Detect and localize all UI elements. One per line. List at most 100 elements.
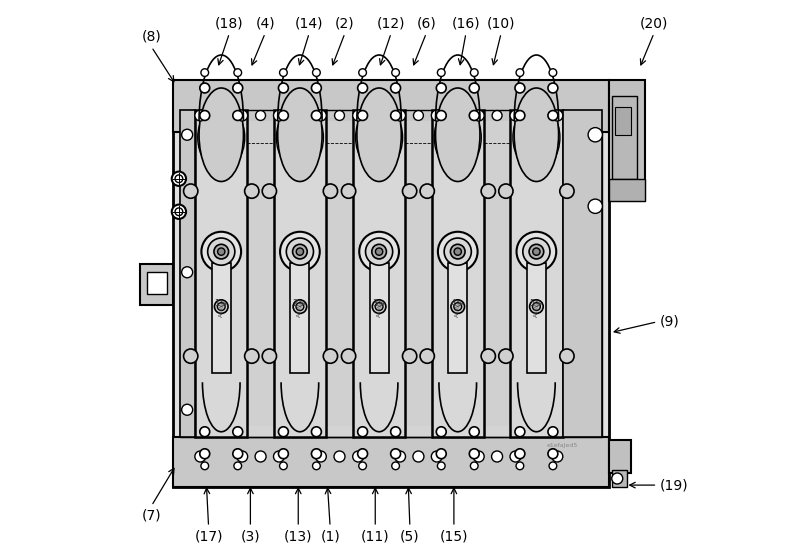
- Circle shape: [201, 462, 209, 470]
- Circle shape: [201, 69, 209, 76]
- Circle shape: [515, 449, 525, 459]
- Ellipse shape: [278, 88, 322, 182]
- Circle shape: [182, 404, 193, 415]
- Circle shape: [218, 302, 225, 311]
- Bar: [612, 470, 627, 487]
- Bar: [432, 110, 484, 437]
- Circle shape: [358, 111, 367, 120]
- Circle shape: [234, 462, 242, 470]
- Ellipse shape: [199, 88, 243, 182]
- Circle shape: [454, 302, 462, 311]
- Circle shape: [256, 111, 266, 120]
- Bar: [609, 80, 645, 201]
- Text: (18): (18): [215, 16, 244, 30]
- Circle shape: [588, 199, 602, 213]
- Circle shape: [548, 449, 558, 459]
- Bar: [484, 121, 510, 426]
- Circle shape: [431, 451, 442, 462]
- Circle shape: [481, 349, 495, 364]
- Ellipse shape: [513, 104, 560, 170]
- Circle shape: [182, 267, 193, 278]
- Circle shape: [414, 111, 423, 120]
- Circle shape: [413, 451, 424, 462]
- Bar: [609, 179, 645, 201]
- Circle shape: [286, 238, 314, 265]
- Circle shape: [208, 238, 235, 265]
- Circle shape: [278, 111, 288, 120]
- Circle shape: [390, 111, 401, 120]
- Bar: [353, 110, 406, 437]
- Circle shape: [183, 349, 198, 364]
- Bar: [609, 440, 631, 473]
- Circle shape: [182, 129, 193, 140]
- Circle shape: [431, 110, 442, 121]
- Bar: [174, 437, 609, 487]
- Circle shape: [311, 83, 322, 93]
- Circle shape: [491, 451, 502, 462]
- Circle shape: [311, 427, 322, 437]
- Circle shape: [516, 69, 524, 76]
- Circle shape: [394, 451, 406, 462]
- Circle shape: [342, 184, 356, 199]
- Text: 4: 4: [450, 299, 456, 309]
- Circle shape: [323, 349, 338, 364]
- Circle shape: [549, 69, 557, 76]
- Circle shape: [315, 110, 326, 121]
- Circle shape: [498, 184, 513, 199]
- Circle shape: [279, 69, 287, 76]
- Circle shape: [375, 302, 383, 311]
- Circle shape: [548, 427, 558, 437]
- Circle shape: [233, 83, 242, 93]
- Circle shape: [278, 449, 288, 459]
- Circle shape: [334, 451, 345, 462]
- Circle shape: [280, 232, 320, 272]
- Circle shape: [481, 184, 495, 199]
- Circle shape: [560, 184, 574, 199]
- Circle shape: [366, 238, 393, 265]
- Circle shape: [470, 83, 479, 93]
- Bar: [174, 80, 609, 487]
- Text: (2): (2): [335, 16, 355, 30]
- Circle shape: [296, 302, 304, 311]
- Circle shape: [390, 449, 401, 459]
- Text: (13): (13): [284, 530, 313, 543]
- Bar: [562, 110, 602, 437]
- Text: (4): (4): [255, 16, 275, 30]
- Circle shape: [278, 83, 288, 93]
- Circle shape: [195, 451, 206, 462]
- Text: Assy: Assy: [455, 302, 460, 317]
- Text: (12): (12): [377, 16, 406, 30]
- Circle shape: [390, 83, 401, 93]
- Circle shape: [492, 111, 502, 120]
- Circle shape: [334, 111, 345, 120]
- Circle shape: [237, 110, 248, 121]
- Circle shape: [278, 427, 288, 437]
- Circle shape: [552, 110, 562, 121]
- Circle shape: [510, 451, 521, 462]
- Text: Assy: Assy: [377, 302, 382, 317]
- Circle shape: [438, 69, 445, 76]
- Text: Assy: Assy: [534, 302, 539, 317]
- Circle shape: [394, 110, 406, 121]
- Circle shape: [533, 302, 540, 311]
- Bar: [274, 110, 326, 437]
- Text: (19): (19): [660, 478, 689, 492]
- Circle shape: [450, 244, 465, 259]
- Text: (3): (3): [241, 530, 260, 543]
- Circle shape: [293, 244, 307, 259]
- Circle shape: [530, 300, 543, 313]
- Circle shape: [560, 349, 574, 364]
- Circle shape: [436, 427, 446, 437]
- Circle shape: [436, 83, 446, 93]
- Circle shape: [498, 349, 513, 364]
- Circle shape: [420, 349, 434, 364]
- Circle shape: [470, 111, 479, 120]
- Circle shape: [473, 451, 484, 462]
- Circle shape: [175, 208, 182, 216]
- Circle shape: [214, 244, 229, 259]
- Circle shape: [438, 462, 445, 470]
- Circle shape: [392, 462, 399, 470]
- Circle shape: [313, 462, 320, 470]
- Circle shape: [279, 462, 287, 470]
- Circle shape: [372, 300, 386, 313]
